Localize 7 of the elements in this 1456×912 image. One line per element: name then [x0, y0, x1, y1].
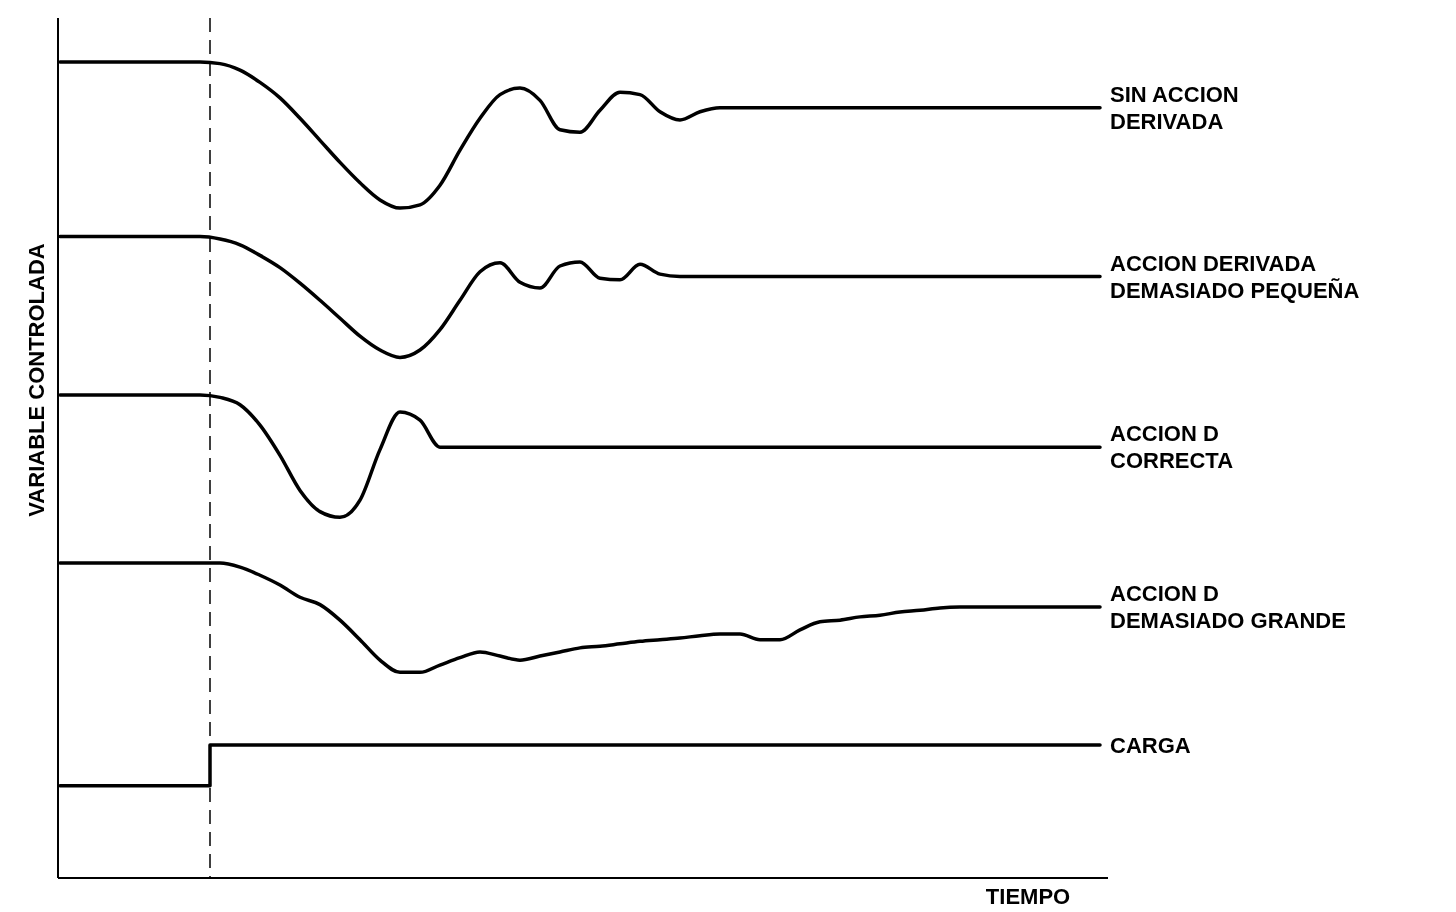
- series-label: CARGA: [1110, 732, 1191, 758]
- x-axis-title: TIEMPO: [985, 884, 1071, 909]
- series-label: ACCION DERIVADA DEMASIADO PEQUEÑA: [1110, 250, 1360, 303]
- series-label: ACCION D DEMASIADO GRANDE: [1110, 581, 1346, 634]
- series-label: SIN ACCION DERIVADA: [1110, 81, 1239, 134]
- series-label: ACCION D CORRECTA: [1110, 421, 1234, 474]
- y-axis-title: VARIABLE CONTROLADA: [24, 243, 49, 517]
